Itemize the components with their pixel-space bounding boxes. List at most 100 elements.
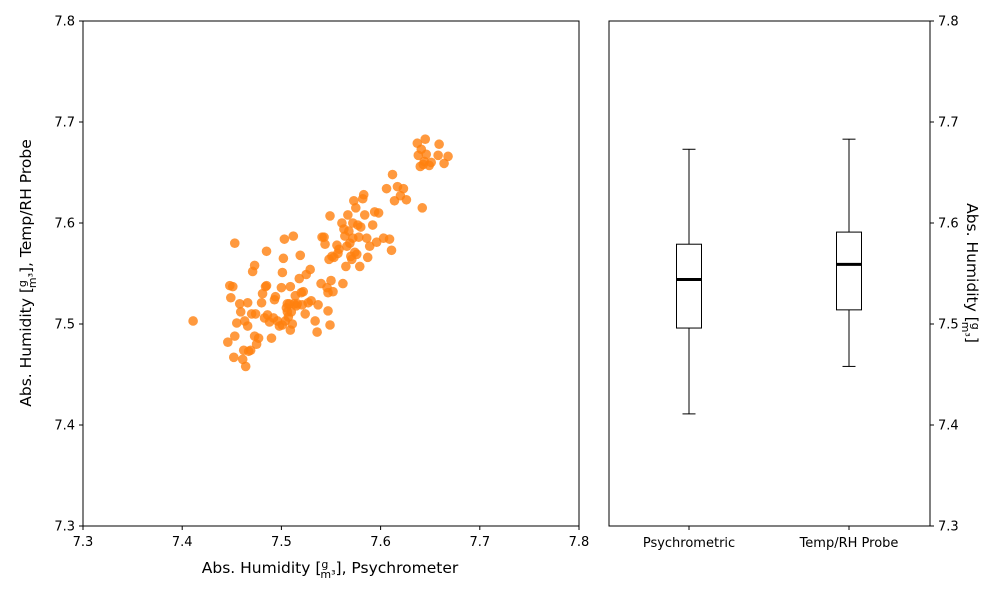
- scatter-point: [279, 234, 290, 244]
- y-tick-label: 7.6: [54, 217, 75, 232]
- scatter-point: [231, 318, 242, 328]
- boxplot-category-label: Temp/RH Probe: [799, 536, 899, 551]
- scatter-point: [359, 210, 370, 220]
- boxplot-y-tick-label: 7.6: [938, 217, 959, 232]
- scatter-y-axis-label: Abs. Humidity [gm³], Temp/RH Probe: [16, 139, 39, 407]
- scatter-point: [294, 273, 305, 284]
- scatter-point: [364, 241, 375, 252]
- boxplot-boxes: [676, 138, 862, 415]
- scatter-point: [325, 211, 335, 221]
- x-tick-label: 7.8: [569, 535, 590, 550]
- scatter-point: [261, 280, 272, 291]
- scatter-point: [373, 208, 384, 218]
- scatter-point: [229, 238, 240, 248]
- y-tick-label: 7.3: [54, 520, 75, 535]
- scatter-point: [421, 149, 432, 160]
- y-tick-label: 7.7: [54, 116, 75, 131]
- boxplot-category-label: Psychrometric: [643, 536, 735, 551]
- scatter-point: [325, 320, 335, 330]
- scatter-point: [371, 237, 382, 247]
- scatter-y-ticks: 7.3 7.4 7.5 7.6 7.7 7.8: [54, 15, 83, 535]
- scatter-point: [362, 252, 373, 263]
- scatter-point: [443, 151, 453, 162]
- scatter-point: [344, 226, 354, 236]
- y-tick-label: 7.4: [54, 419, 75, 434]
- scatter-point: [334, 244, 344, 255]
- scatter-point: [320, 239, 330, 250]
- boxplot-panel: Psychrometric Temp/RH Probe 7.37.47.57.67…: [608, 15, 982, 551]
- boxplot-y-ticks: 7.3 7.4 7.5 7.6 7.7 7.8: [930, 15, 959, 535]
- scatter-point: [253, 333, 264, 343]
- scatter-point: [351, 249, 362, 260]
- scatter-point: [226, 292, 236, 303]
- scatter-point: [242, 321, 253, 331]
- scatter-point: [227, 281, 238, 292]
- boxplot-x-ticks: Psychrometric Temp/RH Probe: [643, 526, 899, 551]
- boxplot-y-tick-label: 7.7: [938, 116, 959, 131]
- scatter-point: [439, 158, 449, 169]
- scatter-point: [223, 337, 233, 347]
- scatter-x-axis-label: Abs. Humidity [g m³], Psychrometer: [202, 558, 459, 581]
- scatter-point: [188, 316, 198, 326]
- scatter-point: [433, 150, 443, 161]
- scatter-point: [250, 309, 261, 319]
- scatter-point: [434, 139, 444, 150]
- scatter-point: [235, 307, 246, 317]
- scatter-point: [361, 233, 372, 243]
- scatter-point: [354, 261, 365, 272]
- scatter-point: [295, 250, 306, 261]
- scatter-point: [266, 333, 277, 343]
- scatter-point: [326, 275, 336, 286]
- boxplot-frame: [608, 20, 931, 527]
- scatter-point: [270, 291, 281, 302]
- boxplot-y-tick-label: 7.8: [938, 15, 959, 30]
- scatter-point: [276, 282, 287, 293]
- scatter-point: [328, 286, 338, 297]
- y-tick-label: 7.5: [54, 318, 75, 333]
- scatter-point: [298, 286, 309, 297]
- scatter-point: [343, 210, 353, 220]
- boxplot-y-tick-label: 7.4: [938, 419, 959, 434]
- x-tick-label: 7.7: [469, 535, 490, 550]
- scatter-point: [401, 194, 412, 205]
- scatter-point: [358, 189, 369, 200]
- scatter-panel: 7.3 7.4 7.5 7.6 7.7 7.8 7.3 7.4 7.5 7.6 7.7 7.8 Ab…: [16, 15, 589, 582]
- scatter-point: [285, 281, 296, 292]
- scatter-point: [398, 183, 409, 194]
- scatter-point: [417, 203, 428, 213]
- x-tick-label: 7.4: [172, 535, 193, 550]
- scatter-point: [319, 232, 329, 242]
- scatter-point: [234, 299, 245, 309]
- scatter-point: [351, 203, 361, 213]
- scatter-point: [386, 245, 397, 256]
- x-tick-label: 7.5: [271, 535, 292, 550]
- scatter-point: [300, 309, 311, 319]
- x-tick-label: 7.3: [73, 535, 94, 550]
- scatter-point: [306, 295, 316, 306]
- scatter-point: [277, 267, 288, 278]
- y-tick-label: 7.8: [54, 15, 75, 30]
- scatter-point: [420, 134, 431, 144]
- scatter-point: [229, 331, 240, 341]
- scatter-point: [228, 352, 239, 363]
- scatter-points: [188, 134, 453, 372]
- scatter-point: [245, 345, 256, 356]
- scatter-point: [288, 231, 299, 241]
- scatter-point: [256, 297, 267, 308]
- scatter-point: [261, 246, 272, 257]
- scatter-point: [338, 278, 348, 289]
- scatter-point: [242, 297, 253, 308]
- boxplot-y-tick-label: 7.3: [938, 520, 959, 535]
- scatter-point: [313, 300, 323, 310]
- scatter-point: [323, 306, 333, 316]
- scatter-point: [387, 169, 398, 180]
- scatter-point: [240, 361, 251, 372]
- scatter-point: [310, 316, 320, 326]
- scatter-point: [341, 261, 351, 272]
- scatter-point: [312, 327, 322, 337]
- scatter-point: [353, 232, 364, 242]
- scatter-point: [384, 234, 395, 244]
- scatter-point: [278, 253, 289, 264]
